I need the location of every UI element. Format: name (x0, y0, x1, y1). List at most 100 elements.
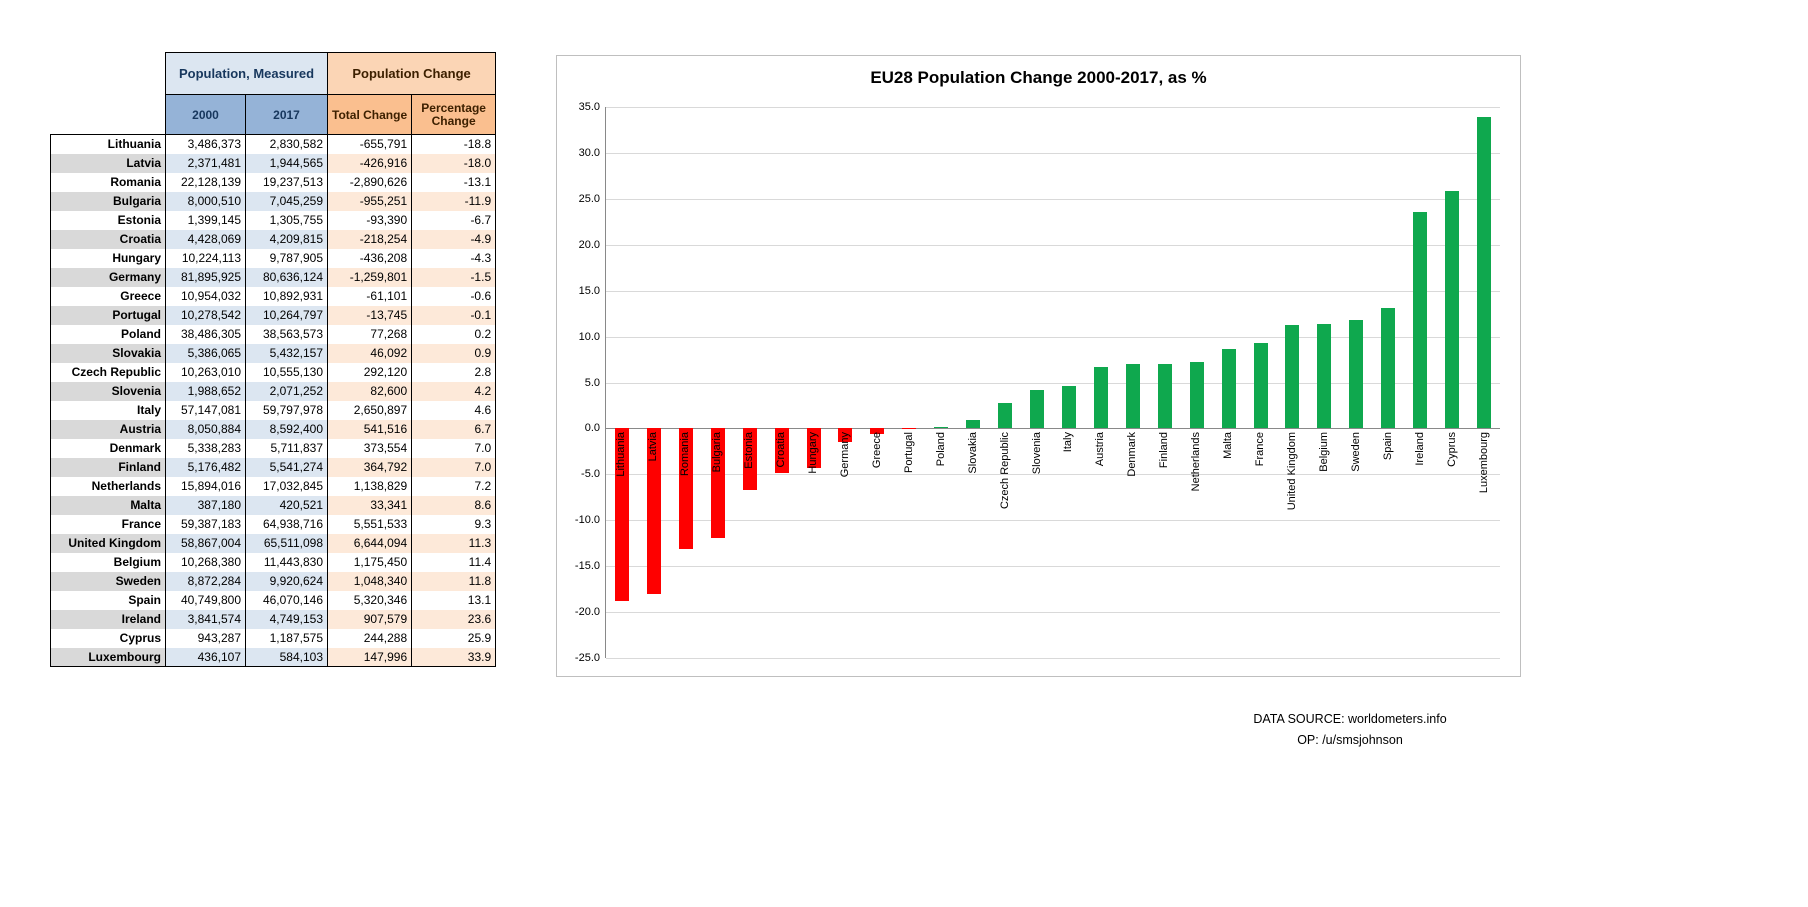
bar-croatia (774, 428, 789, 474)
total-change-cell: -218,254 (326, 229, 412, 249)
pct-change-cell: -4.9 (411, 229, 497, 249)
total-change-cell: 364,792 (326, 457, 412, 477)
category-label: Cyprus (1445, 432, 1458, 468)
pop-2000-cell: 5,386,065 (165, 343, 246, 363)
category-label: Sweden (1349, 432, 1362, 473)
y-gridline (606, 152, 1500, 154)
population-table: Population, Measured Population Change 2… (50, 52, 497, 667)
total-change-cell: -2,890,626 (326, 172, 412, 192)
table-row: Greece 10,954,032 10,892,931 -61,101 -0.6 (50, 286, 497, 306)
bar-united-kingdom (1285, 324, 1300, 429)
country-cell: Luxembourg (50, 647, 166, 667)
category-label: Poland (934, 432, 947, 467)
country-cell: Slovenia (50, 381, 166, 401)
pct-change-cell: 23.6 (411, 609, 497, 629)
pop-2017-cell: 9,920,624 (245, 571, 328, 591)
pop-2017-cell: 59,797,978 (245, 400, 328, 420)
blank-corner-cell (50, 52, 166, 95)
y-axis-tick-label: -10.0 (574, 514, 600, 527)
category-label: Italy (1062, 432, 1075, 453)
header-percentage-change: Percentage Change (411, 94, 497, 135)
bar-cyprus (1445, 190, 1460, 429)
bar-luxembourg (1477, 117, 1492, 429)
bar-greece (870, 428, 885, 434)
pop-2000-cell: 4,428,069 (165, 229, 246, 249)
pct-change-cell: 9.3 (411, 514, 497, 534)
category-label: Croatia (775, 432, 788, 468)
op-credit-text: OP: /u/smsjohnson (1297, 733, 1403, 747)
table-row: Latvia 2,371,481 1,944,565 -426,916 -18.0 (50, 153, 497, 173)
table-row: Finland 5,176,482 5,541,274 364,792 7.0 (50, 457, 497, 477)
pop-2000-cell: 8,872,284 (165, 571, 246, 591)
table-row: Bulgaria 8,000,510 7,045,259 -955,251 -11.9 (50, 191, 497, 211)
pop-2000-cell: 10,224,113 (165, 248, 246, 268)
y-axis-tick-label: 30.0 (578, 146, 600, 159)
country-cell: Italy (50, 400, 166, 420)
pop-2017-cell: 2,830,582 (245, 134, 328, 154)
country-cell: Finland (50, 457, 166, 477)
pop-2017-cell: 17,032,845 (245, 476, 328, 496)
category-label: Lithuania (615, 432, 628, 478)
category-label: Denmark (1126, 432, 1139, 478)
bar-slovenia (1030, 389, 1045, 429)
total-change-cell: -13,745 (326, 305, 412, 325)
country-cell: Portugal (50, 305, 166, 325)
total-change-cell: 5,551,533 (326, 514, 412, 534)
country-cell: Slovakia (50, 343, 166, 363)
header-2017: 2017 (245, 94, 328, 135)
pop-2017-cell: 10,555,130 (245, 362, 328, 382)
pct-change-cell: 11.4 (411, 552, 497, 572)
pop-2017-cell: 7,045,259 (245, 191, 328, 211)
header-population-measured: Population, Measured (165, 52, 328, 95)
y-axis-tick-label: 15.0 (578, 284, 600, 297)
bar-estonia (742, 428, 757, 490)
pop-2000-cell: 8,000,510 (165, 191, 246, 211)
pop-2000-cell: 5,176,482 (165, 457, 246, 477)
pct-change-cell: 25.9 (411, 628, 497, 648)
category-label: Netherlands (1190, 432, 1203, 492)
category-label: Belgium (1317, 432, 1330, 473)
category-label: Estonia (743, 432, 756, 470)
pop-2017-cell: 65,511,098 (245, 533, 328, 553)
table-row: Austria 8,050,884 8,592,400 541,516 6.7 (50, 419, 497, 439)
pop-2000-cell: 10,263,010 (165, 362, 246, 382)
pop-2000-cell: 40,749,800 (165, 590, 246, 610)
pop-2000-cell: 3,486,373 (165, 134, 246, 154)
pop-2017-cell: 10,264,797 (245, 305, 328, 325)
total-change-cell: -436,208 (326, 248, 412, 268)
category-label: Greece (870, 432, 883, 469)
table-row: Denmark 5,338,283 5,711,837 373,554 7.0 (50, 438, 497, 458)
pct-change-cell: 7.2 (411, 476, 497, 496)
bar-malta (1221, 349, 1236, 429)
bar-bulgaria (710, 428, 725, 538)
pct-change-cell: 6.7 (411, 419, 497, 439)
bar-hungary (806, 428, 821, 468)
y-gridline (606, 107, 1500, 108)
pct-change-cell: 4.6 (411, 400, 497, 420)
pop-2000-cell: 15,894,016 (165, 476, 246, 496)
pop-2000-cell: 58,867,004 (165, 533, 246, 553)
total-change-cell: 82,600 (326, 381, 412, 401)
chart-title: EU28 Population Change 2000-2017, as % (870, 68, 1207, 87)
category-label: Hungary (807, 432, 820, 474)
pct-change-cell: 13.1 (411, 590, 497, 610)
pop-2000-cell: 436,107 (165, 647, 246, 667)
pop-2017-cell: 11,443,830 (245, 552, 328, 572)
total-change-cell: 77,268 (326, 324, 412, 344)
pop-2000-cell: 10,278,542 (165, 305, 246, 325)
total-change-cell: 373,554 (326, 438, 412, 458)
pct-change-cell: -0.1 (411, 305, 497, 325)
country-cell: Denmark (50, 438, 166, 458)
bar-germany (838, 428, 853, 443)
pop-2000-cell: 22,128,139 (165, 172, 246, 192)
pop-2000-cell: 38,486,305 (165, 324, 246, 344)
total-change-cell: 33,341 (326, 495, 412, 515)
pct-change-cell: -18.8 (411, 134, 497, 154)
pop-2000-cell: 2,371,481 (165, 153, 246, 173)
country-cell: Cyprus (50, 628, 166, 648)
pct-change-cell: -4.3 (411, 248, 497, 268)
y-axis-tick-label: 5.0 (584, 376, 600, 389)
table-row: Luxembourg 436,107 584,103 147,996 33.9 (50, 647, 497, 667)
bar-netherlands (1189, 362, 1204, 429)
pct-change-cell: 11.3 (411, 533, 497, 553)
